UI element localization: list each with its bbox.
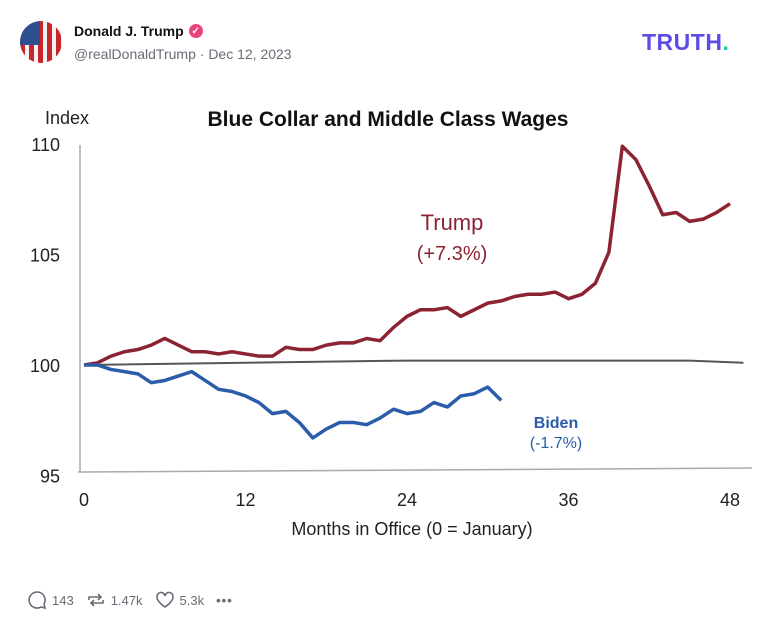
like-button[interactable]: 5.3k: [155, 590, 205, 610]
post-actions: 143 1.47k 5.3k •••: [27, 590, 233, 610]
y-tick-label: 110: [31, 135, 60, 155]
reply-button[interactable]: 143: [27, 590, 74, 610]
retruth-button[interactable]: 1.47k: [86, 590, 143, 610]
heart-icon: [155, 591, 174, 608]
author[interactable]: Donald J. Trump ✓: [74, 23, 203, 39]
truth-logo[interactable]: TRUTH.: [642, 29, 730, 55]
y-axis-label: Index: [45, 108, 89, 128]
author-name[interactable]: Donald J. Trump: [74, 23, 184, 39]
trump-annotation: (+7.3%): [417, 243, 488, 265]
biden-annotation: (-1.7%): [530, 435, 582, 452]
x-tick-label: 12: [235, 490, 255, 510]
verified-badge-icon: ✓: [188, 24, 203, 38]
x-tick-label: 0: [79, 490, 89, 510]
chart-title: Blue Collar and Middle Class Wages: [208, 108, 569, 131]
x-axis-label: Months in Office (0 = January): [291, 519, 532, 539]
y-tick-label: 105: [30, 246, 60, 266]
retruth-count: 1.47k: [110, 592, 143, 608]
repost-icon: [87, 593, 104, 607]
x-tick-label: 24: [397, 490, 417, 510]
like-count: 5.3k: [179, 592, 205, 608]
biden-label: Biden: [534, 415, 578, 432]
baseline-series-line: [83, 359, 744, 366]
trump-label: Trump: [421, 210, 484, 235]
wages-chart: Index Blue Collar and Middle Class Wages…: [30, 108, 753, 539]
x-tick-label: 48: [720, 490, 740, 510]
more-button[interactable]: •••: [216, 593, 233, 608]
x-tick-label: 36: [558, 490, 578, 510]
reply-count: 143: [52, 592, 74, 608]
y-tick-label: 95: [40, 467, 60, 487]
x-axis: [77, 467, 753, 473]
biden-series-line: [84, 363, 503, 440]
y-tick-label: 100: [30, 356, 60, 376]
trump-series-line: [83, 144, 731, 367]
post-date[interactable]: Dec 12, 2023: [208, 46, 292, 62]
speech-bubble-icon: [28, 591, 47, 610]
post-meta: @realDonaldTrump · Dec 12, 2023: [74, 46, 292, 62]
more-dots-icon: •••: [216, 592, 233, 608]
handle[interactable]: @realDonaldTrump: [74, 46, 196, 62]
avatar[interactable]: [20, 21, 62, 63]
